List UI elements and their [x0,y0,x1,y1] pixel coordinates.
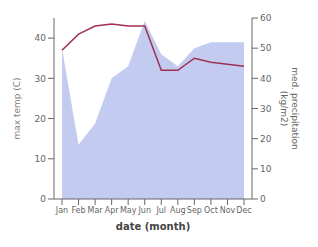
svg-text:Oct: Oct [204,206,218,215]
svg-text:40: 40 [260,74,272,84]
svg-text:0: 0 [260,194,266,204]
svg-text:May: May [120,206,137,215]
svg-text:50: 50 [260,43,272,53]
svg-text:Jul: Jul [155,206,166,215]
svg-text:date (month): date (month) [116,221,190,232]
svg-text:med. precipitation(kg/m2): med. precipitation(kg/m2) [279,67,300,149]
svg-text:10: 10 [35,154,47,164]
svg-text:30: 30 [260,104,272,114]
svg-text:Sep: Sep [187,206,202,215]
svg-text:Aug: Aug [170,206,186,215]
svg-text:max temp (C): max temp (C) [12,77,22,139]
svg-text:Mar: Mar [88,206,104,215]
svg-text:Nov: Nov [220,206,236,215]
svg-text:Apr: Apr [105,206,120,215]
svg-text:0: 0 [40,194,46,204]
svg-text:Jun: Jun [137,206,151,215]
svg-text:10: 10 [260,164,272,174]
svg-text:40: 40 [35,33,47,43]
svg-text:30: 30 [35,74,47,84]
svg-text:Dec: Dec [236,206,251,215]
svg-text:60: 60 [260,13,272,23]
svg-text:Feb: Feb [71,206,85,215]
svg-text:20: 20 [260,134,272,144]
svg-text:20: 20 [35,114,47,124]
svg-text:Jan: Jan [55,206,68,215]
